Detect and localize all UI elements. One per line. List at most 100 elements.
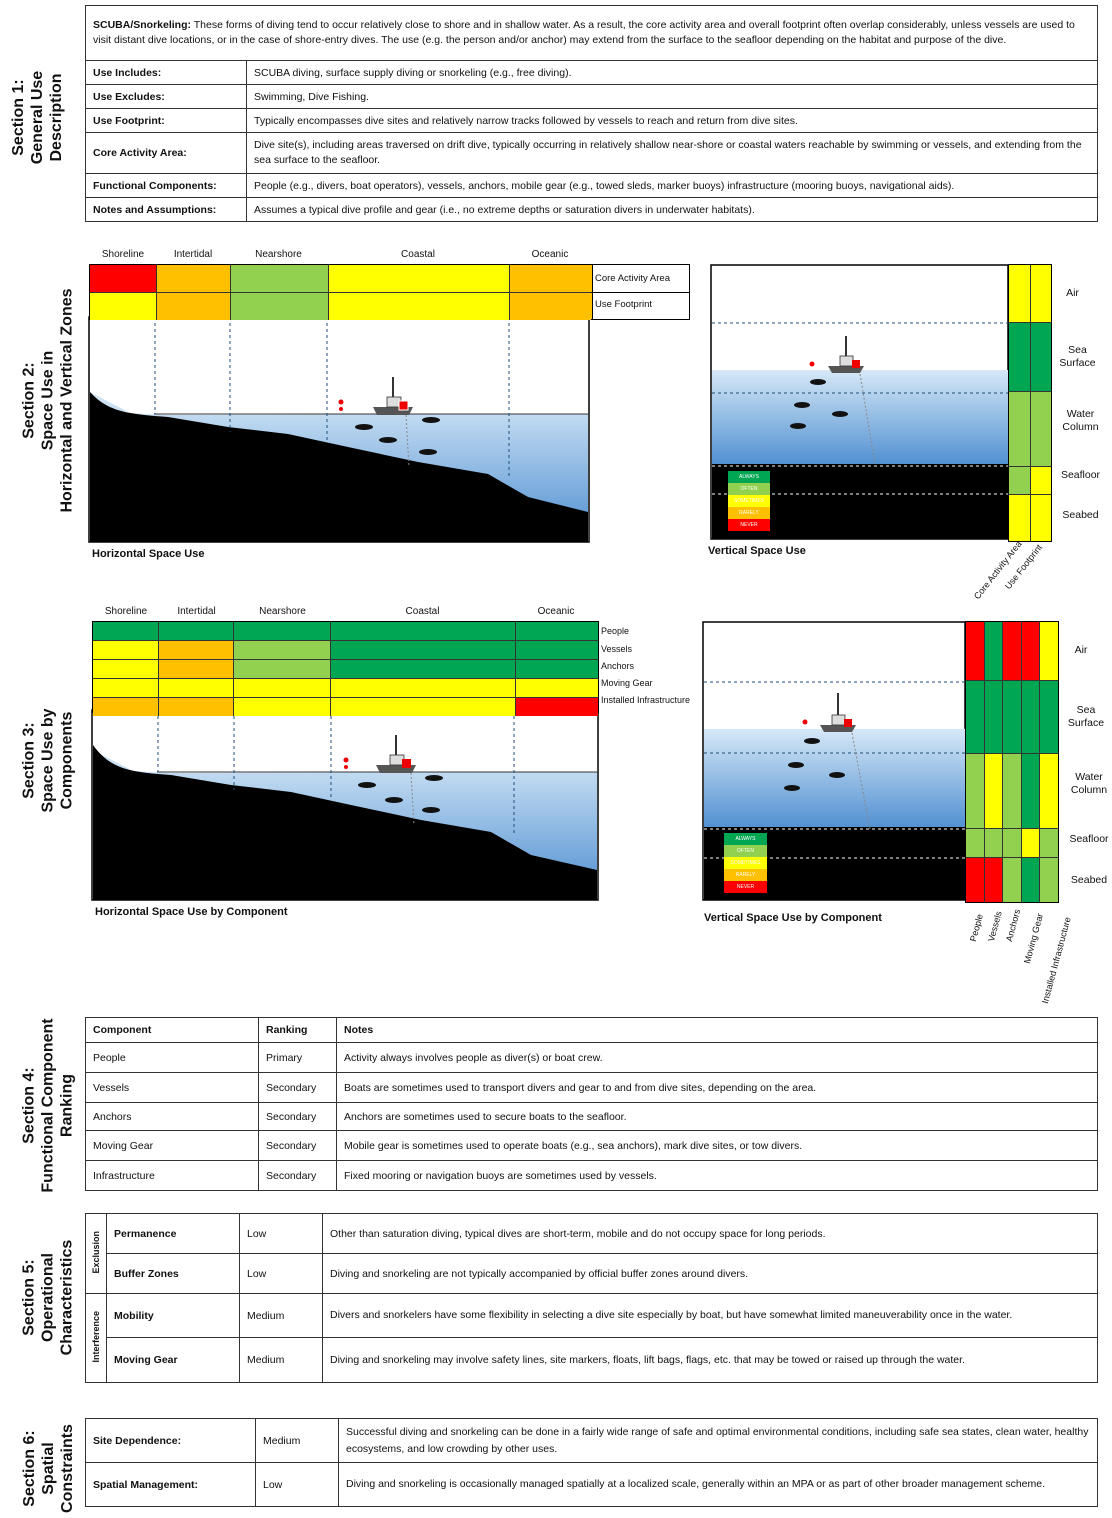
zone-label-nearshore-3: Nearshore bbox=[259, 606, 306, 617]
grid-cell bbox=[155, 293, 231, 320]
grid-cell bbox=[157, 622, 234, 640]
group-exclusion: Exclusion bbox=[85, 1213, 107, 1294]
legend-item: NEVER bbox=[724, 881, 767, 893]
constraint-label: Spatial Management: bbox=[85, 1462, 256, 1507]
notes-row: Notes and Assumptions: Assumes a typical … bbox=[85, 197, 1098, 222]
operational-label: Buffer Zones bbox=[106, 1253, 240, 1294]
operational-level: Low bbox=[239, 1253, 323, 1294]
constraint-level: Medium bbox=[255, 1418, 339, 1463]
grid-cell bbox=[966, 829, 984, 857]
operational-row: Buffer Zones Low Diving and snorkeling a… bbox=[86, 1253, 1098, 1294]
constraint-label: Site Dependence: bbox=[85, 1418, 256, 1463]
grid-cell bbox=[233, 679, 331, 697]
boat-icon bbox=[373, 377, 413, 415]
grid-cell bbox=[514, 641, 598, 659]
horizontal-component-grid bbox=[92, 621, 599, 716]
vertical-zone-seabed: Seabed bbox=[1062, 509, 1099, 521]
horizontal-caption: Horizontal Space Use bbox=[92, 548, 205, 560]
horizontal-use-grid bbox=[89, 264, 593, 320]
functional-components-value: People (e.g., divers, boat operators), v… bbox=[246, 173, 1098, 198]
zone-label-nearshore: Nearshore bbox=[255, 249, 302, 260]
grid-cell bbox=[983, 680, 1003, 753]
use-footprint-value: Typically encompasses dive sites and rel… bbox=[246, 108, 1098, 133]
operational-notes: Other than saturation diving, typical di… bbox=[322, 1213, 1098, 1254]
row-label-use-footprint: Use Footprint bbox=[595, 299, 653, 310]
grid-cell bbox=[1039, 829, 1058, 857]
horizontal-space-use-figure bbox=[88, 316, 590, 543]
ranking-notes: Fixed mooring or navigation buoys are so… bbox=[336, 1160, 1098, 1191]
vertical-zone-sea-surface-3: Sea Surface bbox=[1067, 704, 1105, 729]
vertical-zone-water-column-3: Water Column bbox=[1070, 771, 1108, 796]
grid-cell bbox=[1002, 857, 1021, 902]
grid-cell bbox=[1020, 622, 1040, 680]
grid-cell bbox=[1029, 323, 1051, 392]
grid-cell bbox=[233, 698, 331, 716]
boat-icon bbox=[820, 693, 856, 732]
constraint-row: Site Dependence: Medium Successful divin… bbox=[85, 1418, 1098, 1463]
ranking-header-row: Component Ranking Notes bbox=[85, 1017, 1098, 1043]
use-includes-row: Use Includes: SCUBA diving, surface suppl… bbox=[85, 60, 1098, 85]
operational-table: Exclusion Permanence Low Other than satu… bbox=[85, 1213, 1098, 1383]
ranking-value: Secondary bbox=[258, 1160, 337, 1191]
zone-label-intertidal-3: Intertidal bbox=[177, 606, 216, 617]
grid-cell bbox=[1009, 466, 1030, 494]
grid-cell bbox=[233, 641, 331, 659]
vertical-component-caption: Vertical Space Use by Component bbox=[704, 912, 882, 924]
grid-cell bbox=[1002, 680, 1021, 753]
grid-cell bbox=[157, 698, 234, 716]
component-row-vessels: Vessels bbox=[601, 644, 633, 654]
constraint-row: Spatial Management: Low Diving and snork… bbox=[85, 1462, 1098, 1507]
vertical-component-figure bbox=[702, 621, 966, 901]
grid-cell bbox=[1029, 392, 1051, 466]
grid-cell bbox=[233, 622, 331, 640]
vertical-column-label: Vessels bbox=[986, 910, 1004, 943]
component-row-people: People bbox=[601, 626, 630, 636]
grid-cell bbox=[233, 660, 331, 678]
constraint-notes: Diving and snorkeling is occasionally ma… bbox=[338, 1462, 1098, 1507]
core-activity-label: Core Activity Area: bbox=[85, 132, 247, 174]
grid-cell bbox=[1002, 622, 1021, 680]
notes-label: Notes and Assumptions: bbox=[85, 197, 247, 222]
legend-item: ALWAYS bbox=[724, 833, 767, 845]
vertical-use-grid bbox=[1008, 264, 1052, 542]
section3-title-text: Section 3: Space Use by Components bbox=[20, 707, 76, 813]
grid-cell bbox=[1009, 494, 1030, 541]
core-activity-value: Dive site(s), including areas traversed … bbox=[246, 132, 1098, 174]
legend-item: OFTEN bbox=[724, 845, 767, 857]
zone-dividers bbox=[157, 710, 515, 835]
ranking-notes: Anchors are sometimes used to secure boa… bbox=[336, 1102, 1098, 1131]
operational-level: Medium bbox=[239, 1293, 323, 1338]
horizontal-component-figure bbox=[91, 709, 599, 901]
grid-cell bbox=[330, 622, 515, 640]
operational-level: Low bbox=[239, 1213, 323, 1254]
grid-cell bbox=[93, 679, 158, 697]
grid-cell bbox=[1020, 829, 1040, 857]
grid-cell bbox=[330, 641, 515, 659]
frequency-legend-components: ALWAYS OFTEN SOMETIMES RARELY NEVER bbox=[724, 833, 767, 893]
vertical-component-grid bbox=[965, 621, 1059, 903]
legend-item: SOMETIMES bbox=[724, 857, 767, 869]
vertical-caption: Vertical Space Use bbox=[708, 545, 806, 557]
grid-cell bbox=[966, 857, 984, 902]
diver-icons bbox=[338, 399, 440, 455]
vertical-zone-seafloor: Seafloor bbox=[1060, 469, 1101, 481]
section4-title: Section 4: Functional Component Ranking bbox=[8, 1010, 88, 1200]
grid-cell bbox=[93, 660, 158, 678]
group-interference: Interference bbox=[85, 1293, 107, 1383]
section6-title-text: Section 6: Spatial Constraints bbox=[20, 1423, 76, 1513]
grid-cell bbox=[966, 680, 984, 753]
ranking-value: Secondary bbox=[258, 1130, 337, 1161]
vertical-zone-sea-surface: Sea Surface bbox=[1059, 344, 1096, 369]
operational-row: Moving Gear Medium Diving and snorkeling… bbox=[86, 1337, 1098, 1383]
grid-cell bbox=[230, 265, 329, 292]
legend-item: SOMETIMES bbox=[728, 495, 770, 507]
ranking-value: Secondary bbox=[258, 1102, 337, 1131]
operational-row: Exclusion Permanence Low Other than satu… bbox=[85, 1213, 1098, 1294]
grid-cell bbox=[514, 679, 598, 697]
intro-cell: SCUBA/Snorkeling: These forms of diving … bbox=[85, 5, 1098, 61]
vertical-column-label: Installed Infrastructure bbox=[1040, 915, 1073, 1005]
vertical-column-label: Moving Gear bbox=[1022, 912, 1045, 965]
intro-row: SCUBA/Snorkeling: These forms of diving … bbox=[85, 5, 1098, 61]
zone-label-intertidal: Intertidal bbox=[173, 249, 213, 260]
constraint-notes: Successful diving and snorkeling can be … bbox=[338, 1418, 1098, 1463]
